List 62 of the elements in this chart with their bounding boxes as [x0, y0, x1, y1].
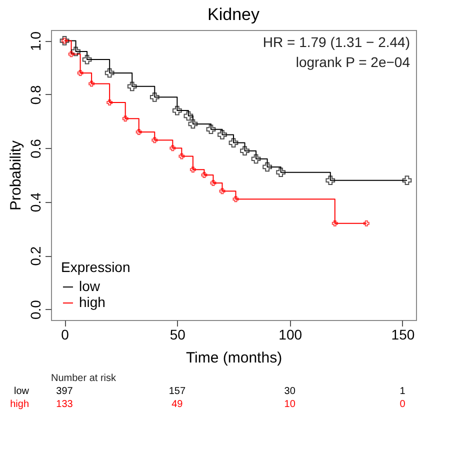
point [232, 196, 239, 202]
text: 1 [400, 386, 406, 397]
point [363, 220, 370, 226]
y-tick-label: 0.2 [28, 246, 44, 266]
text: 49 [172, 399, 184, 410]
point [251, 154, 261, 164]
point [332, 220, 338, 226]
x-tick-label: 50 [170, 326, 186, 342]
point [201, 172, 208, 178]
point [228, 138, 238, 148]
point [276, 168, 286, 177]
point [152, 137, 158, 144]
point [104, 68, 114, 78]
y-tick-label: 1.0 [28, 31, 44, 51]
y-axis-title: Probability [8, 140, 24, 211]
chart-title: Kidney [208, 5, 260, 24]
y-tick-label: 0.4 [28, 192, 44, 212]
point [240, 146, 250, 156]
point [219, 188, 226, 194]
x-tick-label: 100 [278, 326, 302, 342]
point [106, 100, 113, 106]
legend-title: Expression [61, 259, 130, 275]
point [82, 54, 92, 64]
point [68, 51, 74, 58]
y-tick-label: 0.0 [28, 300, 44, 320]
y-tick-label: 0.8 [28, 85, 44, 105]
point [210, 180, 216, 186]
point [150, 92, 160, 102]
text: 133 [56, 399, 74, 410]
text: 397 [56, 386, 74, 397]
point [136, 129, 142, 136]
text: 0 [400, 399, 406, 410]
point [402, 176, 412, 186]
text: 157 [168, 386, 186, 397]
point [172, 106, 182, 116]
point [188, 119, 198, 129]
point [326, 176, 336, 186]
legend-label: low [79, 278, 101, 294]
text: low [14, 386, 30, 397]
point [127, 82, 137, 92]
text: Number at risk [51, 373, 118, 384]
text: high [10, 399, 29, 410]
point [178, 153, 185, 160]
point [122, 116, 128, 122]
x-axis-title: Time (months) [186, 350, 282, 366]
x-tick-label: 150 [391, 326, 415, 342]
text: 10 [284, 399, 296, 410]
x-tick-label: 0 [61, 326, 70, 342]
point [71, 46, 80, 56]
point [190, 166, 196, 173]
point [88, 80, 95, 87]
point [184, 111, 194, 121]
y-tick-label: 0.6 [28, 138, 44, 158]
point [262, 162, 272, 172]
annotation: logrank P = 2e−04 [296, 54, 410, 70]
point [206, 124, 216, 134]
point [77, 70, 84, 76]
point [170, 145, 176, 152]
text: 30 [284, 386, 296, 397]
point [218, 130, 227, 140]
legend-label: high [79, 294, 106, 310]
annotation: HR = 1.79 (1.31 − 2.44) [262, 34, 410, 50]
